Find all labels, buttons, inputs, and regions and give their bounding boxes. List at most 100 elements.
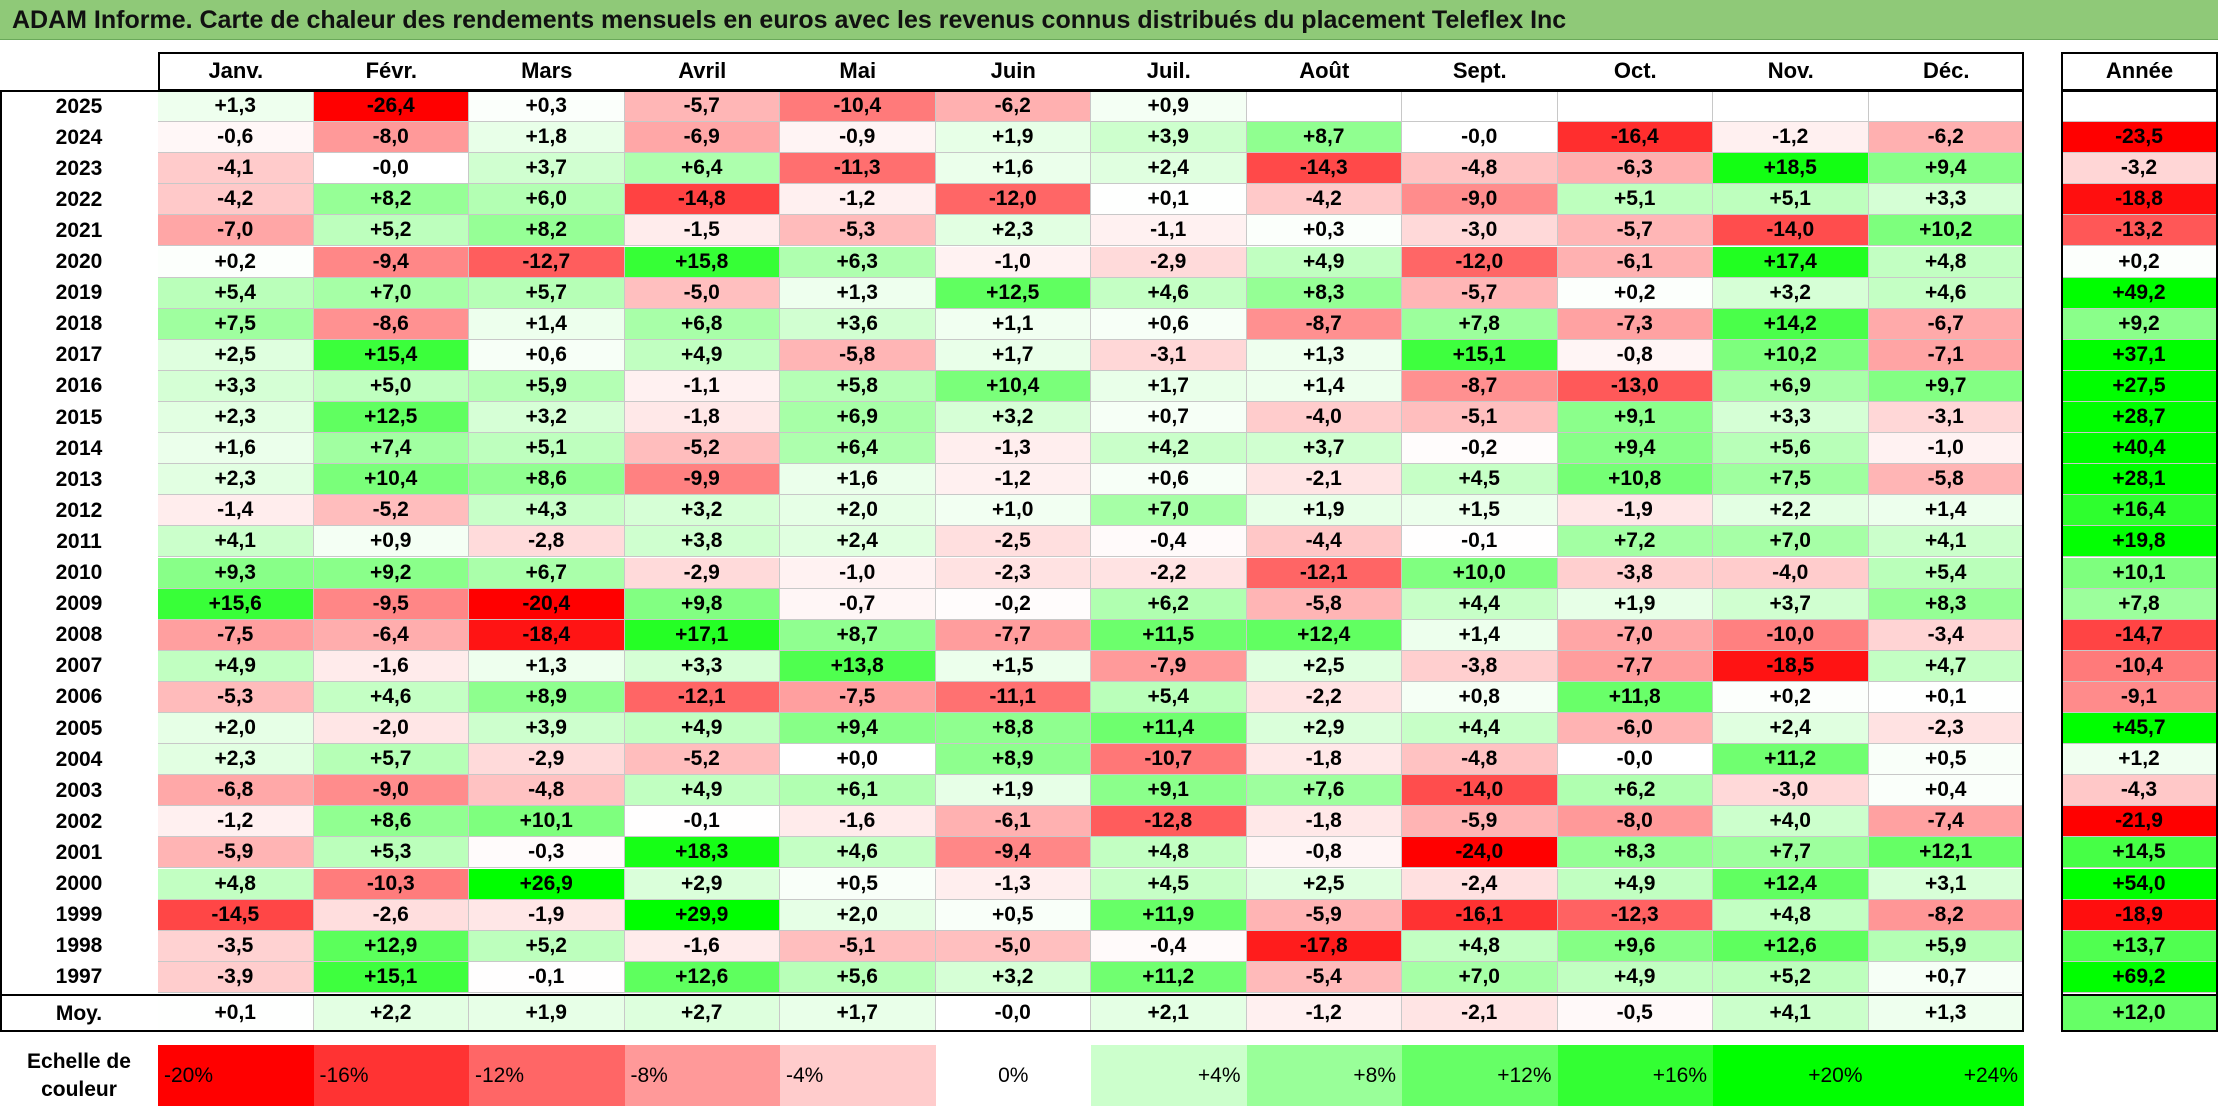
- heatmap-cell: +1,7: [935, 339, 1091, 371]
- heatmap-cell: -9,0: [1402, 184, 1558, 216]
- heatmap-cell: -7,3: [1557, 308, 1713, 340]
- heatmap-cell: +9,2: [313, 557, 469, 589]
- heatmap-cell: +3,8: [624, 526, 780, 558]
- color-scale-stop: +16%: [1557, 1045, 1713, 1106]
- heatmap-cell: +12,4: [1246, 619, 1402, 651]
- year-label: 2019: [55, 281, 103, 305]
- heatmap-cell: -1,3: [935, 868, 1091, 900]
- heatmap-cell: +6,7: [469, 557, 625, 589]
- heatmap-cell: +8,6: [313, 806, 469, 838]
- heatmap-cell: +15,1: [313, 961, 469, 993]
- heatmap-cell: +5,2: [469, 930, 625, 962]
- heatmap-cell: -5,7: [1557, 215, 1713, 247]
- heatmap-cell: -3,1: [1091, 339, 1247, 371]
- heatmap-cell: +0,3: [1246, 215, 1402, 247]
- heatmap-cell: +0,1: [1091, 184, 1247, 216]
- heatmap-cell: +2,3: [158, 402, 314, 434]
- heatmap-cell: +3,2: [1713, 277, 1869, 309]
- heatmap-cell: +4,6: [780, 837, 936, 869]
- month-header: Nov.: [1767, 58, 1814, 83]
- heatmap-cell: +3,3: [158, 370, 314, 402]
- heatmap-cell: +0,2: [1557, 277, 1713, 309]
- heatmap-cell: +2,3: [158, 744, 314, 776]
- heatmap-cell: +5,2: [1713, 961, 1869, 993]
- annual-cell: +27,5: [2061, 370, 2218, 402]
- year-label: 2014: [55, 436, 103, 460]
- heatmap-cell: -0,8: [1557, 339, 1713, 371]
- heatmap-cell: +3,7: [1713, 588, 1869, 620]
- heatmap-cell: -3,5: [158, 930, 314, 962]
- heatmap-cell: +3,9: [1091, 122, 1247, 154]
- heatmap-cell: -6,1: [935, 806, 1091, 838]
- year-label: 2009: [55, 592, 103, 616]
- heatmap-cell: [1713, 91, 1869, 123]
- heatmap-cell: +9,1: [1091, 775, 1247, 807]
- heatmap-cell: -2,0: [313, 713, 469, 745]
- heatmap-cell: -9,4: [935, 837, 1091, 869]
- heatmap-cell: +2,4: [1091, 153, 1247, 185]
- heatmap-cell: -6,1: [1557, 246, 1713, 278]
- average-label: Moy.: [55, 1001, 103, 1025]
- month-header: Janv.: [208, 58, 264, 83]
- heatmap-cell: -6,9: [624, 122, 780, 154]
- heatmap-cell: +11,8: [1557, 681, 1713, 713]
- heatmap-cell: -12,0: [935, 184, 1091, 216]
- heatmap-cell: +15,1: [1402, 339, 1558, 371]
- heatmap-cell: -2,1: [1246, 464, 1402, 496]
- heatmap-cell: +7,6: [1246, 775, 1402, 807]
- heatmap-cell: +5,8: [780, 370, 936, 402]
- heatmap-cell: +2,9: [624, 868, 780, 900]
- heatmap-cell: -5,8: [1868, 464, 2024, 496]
- heatmap-cell: -1,0: [780, 557, 936, 589]
- average-cell: -1,2: [1246, 995, 1402, 1032]
- heatmap-cell: +4,9: [624, 775, 780, 807]
- heatmap-cell: -4,8: [1402, 153, 1558, 185]
- heatmap-cell: +0,6: [469, 339, 625, 371]
- heatmap-cell: -4,0: [1246, 402, 1402, 434]
- heatmap-cell: +0,9: [1091, 91, 1247, 123]
- heatmap-cell: +13,8: [780, 650, 936, 682]
- heatmap-cell: -2,3: [935, 557, 1091, 589]
- heatmap-cell: +8,6: [469, 464, 625, 496]
- color-scale-stop: 0%: [935, 1045, 1091, 1106]
- heatmap-cell: -0,3: [469, 837, 625, 869]
- month-header: Août: [1299, 58, 1350, 83]
- heatmap-cell: -5,0: [935, 930, 1091, 962]
- heatmap-cell: +5,4: [1868, 557, 2024, 589]
- heatmap-cell: +18,3: [624, 837, 780, 869]
- heatmap-cell: -3,1: [1868, 402, 2024, 434]
- heatmap-cell: -5,2: [313, 495, 469, 527]
- heatmap-cell: +1,1: [935, 308, 1091, 340]
- heatmap-cell: +6,8: [624, 308, 780, 340]
- heatmap-cell: -2,3: [1868, 713, 2024, 745]
- heatmap-cell: +1,4: [1246, 370, 1402, 402]
- heatmap-cell: -1,9: [469, 899, 625, 931]
- heatmap-cell: +3,2: [469, 402, 625, 434]
- average-cell: -0,0: [935, 995, 1091, 1032]
- heatmap-cell: +18,5: [1713, 153, 1869, 185]
- heatmap-cell: -5,4: [1246, 961, 1402, 993]
- color-scale-label: Echelle de couleur: [0, 1045, 158, 1106]
- year-label: 2001: [55, 840, 103, 864]
- heatmap-cell: +1,0: [935, 495, 1091, 527]
- heatmap-cell: +1,3: [158, 91, 314, 123]
- heatmap-cell: -1,6: [780, 806, 936, 838]
- heatmap-cell: +15,6: [158, 588, 314, 620]
- heatmap-cell: +3,3: [1868, 184, 2024, 216]
- heatmap-cell: -2,2: [1091, 557, 1247, 589]
- heatmap-cell: +3,7: [469, 153, 625, 185]
- heatmap-cell: +5,7: [469, 277, 625, 309]
- heatmap-cell: +8,8: [935, 713, 1091, 745]
- heatmap-cell: -8,0: [313, 122, 469, 154]
- heatmap-cell: -1,1: [1091, 215, 1247, 247]
- heatmap-cell: +29,9: [624, 899, 780, 931]
- annual-cell: -14,7: [2061, 619, 2218, 651]
- annual-cell: +0,2: [2061, 246, 2218, 278]
- year-label: 2008: [55, 623, 103, 647]
- color-scale-stop: +20%: [1713, 1045, 1869, 1106]
- heatmap-cell: +6,4: [780, 433, 936, 465]
- heatmap-cell: +26,9: [469, 868, 625, 900]
- color-scale-stop: -4%: [780, 1045, 936, 1106]
- heatmap-cell: -4,4: [1246, 526, 1402, 558]
- year-label: 2024: [55, 125, 103, 149]
